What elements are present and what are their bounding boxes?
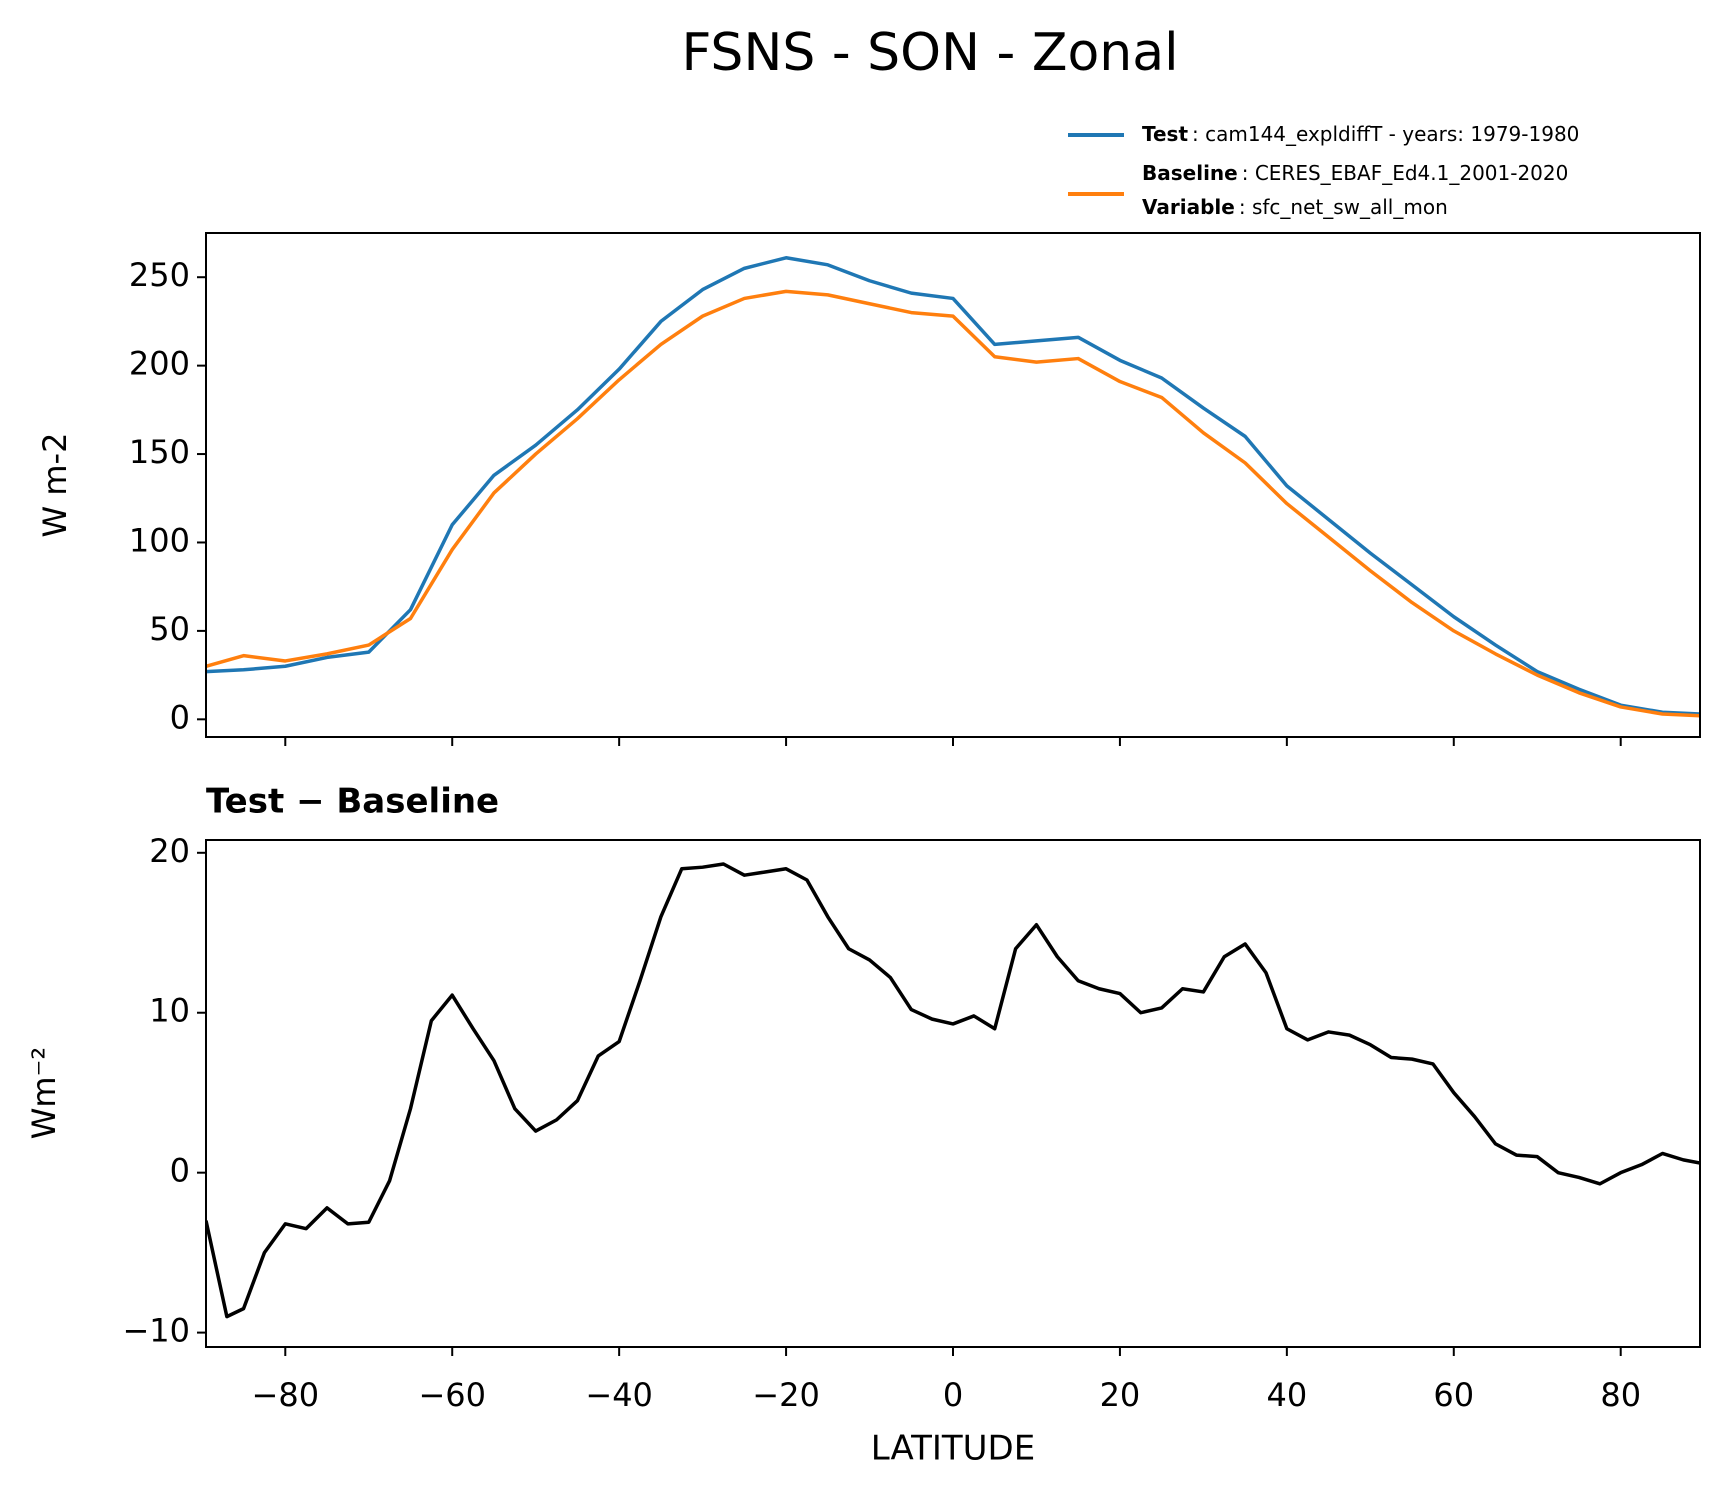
y-tick-label: 250: [129, 256, 190, 294]
legend-label: Variable: sfc_net_sw_all_mon: [1142, 195, 1448, 219]
y-tick-label: 200: [129, 345, 190, 383]
x-tick-label: 0: [943, 1376, 963, 1414]
y-tick-label: 20: [149, 832, 190, 870]
y-tick-label: −10: [122, 1312, 190, 1350]
panel-title: Test − Baseline: [206, 782, 499, 822]
x-tick-label: 20: [1100, 1376, 1141, 1414]
x-tick-label: −80: [252, 1376, 320, 1414]
y-tick-label: 50: [149, 610, 190, 648]
x-tick-label: 40: [1266, 1376, 1307, 1414]
y-tick-label: 0: [170, 1152, 190, 1190]
x-axis-label: LATITUDE: [871, 1429, 1035, 1469]
legend-description: : CERES_EBAF_Ed4.1_2001-2020: [1242, 161, 1569, 185]
data-line: [206, 862, 1700, 1319]
x-tick-label: 80: [1600, 1376, 1641, 1414]
legend-name: Baseline: [1142, 161, 1238, 185]
x-tick-label: −20: [752, 1376, 820, 1414]
x-tick-label: 60: [1433, 1376, 1474, 1414]
plot-area: [206, 862, 1700, 1319]
axes-frame: [205, 232, 1701, 738]
y-tick-label: 150: [129, 433, 190, 471]
x-tick-label: −40: [585, 1376, 653, 1414]
legend-name: Test: [1142, 122, 1188, 146]
data-line: [206, 289, 1700, 718]
legend-name: Variable: [1142, 195, 1235, 219]
data-line: [206, 256, 1700, 716]
x-tick-label: −60: [418, 1376, 486, 1414]
y-axis-label: Wm⁻²: [25, 1047, 63, 1140]
y-tick-label: 10: [149, 992, 190, 1030]
legend-description: : cam144_expldiffT - years: 1979-1980: [1192, 122, 1579, 146]
chart-title: FSNS - SON - Zonal: [681, 23, 1178, 83]
y-tick-label: 100: [129, 521, 190, 559]
legend-label: Baseline: CERES_EBAF_Ed4.1_2001-2020: [1142, 161, 1568, 185]
legend-label: Test: cam144_expldiffT - years: 1979-198…: [1142, 122, 1579, 146]
y-axis-label: W m-2: [36, 433, 74, 538]
legend-description: : sfc_net_sw_all_mon: [1239, 195, 1448, 219]
plot-area: [206, 256, 1700, 718]
axes-frame: [205, 839, 1701, 1348]
y-tick-label: 0: [170, 698, 190, 736]
